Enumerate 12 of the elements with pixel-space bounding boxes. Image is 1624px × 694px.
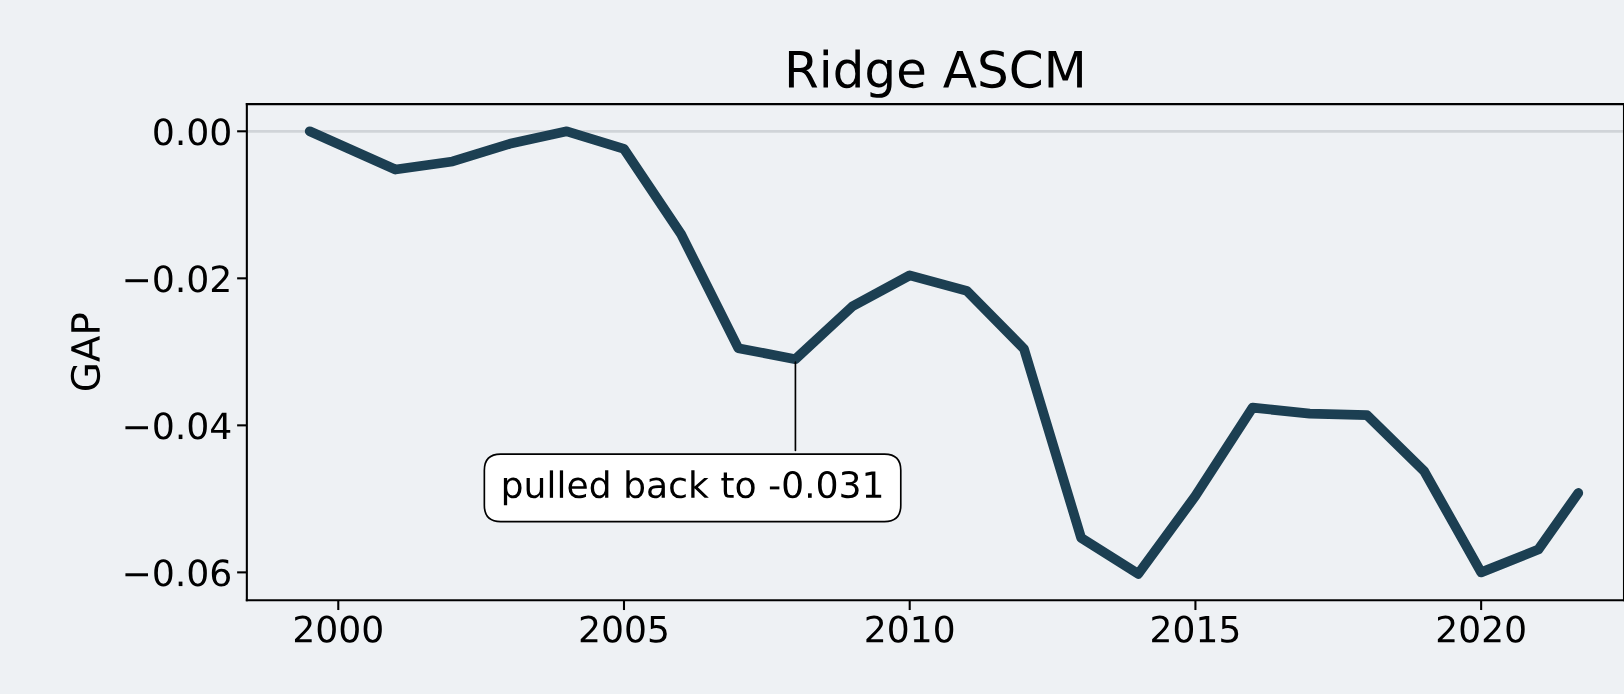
x-tick-label: 2000 bbox=[294, 615, 382, 643]
x-tick-label: 2015 bbox=[1152, 615, 1239, 643]
x-tick-label: 2005 bbox=[580, 615, 667, 643]
chart-title: Ridge ASCM bbox=[788, 49, 1082, 98]
y-tick-label: −0.02 bbox=[125, 265, 229, 293]
y-tick-label: 0.00 bbox=[154, 118, 230, 146]
x-tick-label: 2010 bbox=[866, 615, 954, 643]
y-axis-title: GAP bbox=[70, 313, 101, 391]
annotation: pulled back to -0.031 bbox=[503, 470, 882, 506]
y-tick-label: −0.06 bbox=[125, 559, 230, 587]
y-tick-label: −0.04 bbox=[125, 412, 231, 440]
x-tick-label: 2020 bbox=[1437, 615, 1525, 643]
